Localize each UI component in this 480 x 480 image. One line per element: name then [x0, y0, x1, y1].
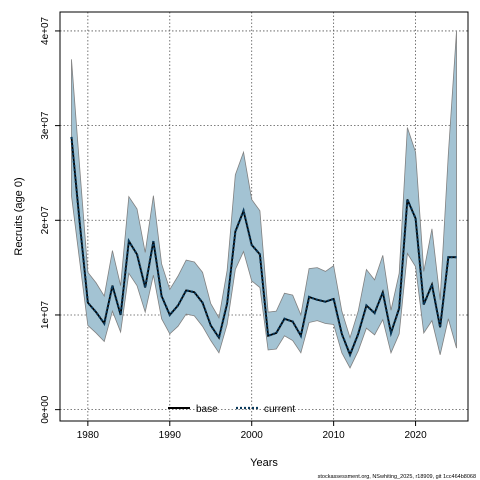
- x-tick-label-3: 2010: [323, 430, 346, 441]
- confidence-band-group: [71, 30, 457, 369]
- plot-frame: [59, 11, 469, 422]
- y-tick-label-3: 3e+07: [40, 111, 51, 140]
- x-tick-label-2: 2000: [241, 430, 264, 441]
- y-tick-label-2: 2e+07: [40, 206, 51, 235]
- legend: base current: [168, 404, 295, 415]
- x-axis: 1980 1990 2000 2010 2020: [77, 421, 427, 441]
- series-lines: [70, 136, 457, 358]
- legend-label-current: current: [264, 404, 295, 415]
- source-footnote: stockassessment.org, NSwhiting_2025, r18…: [318, 474, 476, 480]
- x-tick-label-0: 1980: [77, 430, 100, 441]
- y-tick-label-0: 0e+00: [40, 395, 51, 424]
- series-line-current: [70, 136, 457, 358]
- y-axis-title: Recruits (age 0): [13, 177, 25, 255]
- y-tick-label-4: 4e+07: [40, 16, 51, 45]
- x-tick-label-1: 1990: [159, 430, 182, 441]
- y-tick-label-1: 1e+07: [40, 300, 51, 329]
- y-axis: 0e+00 1e+07 2e+07 3e+07 4e+07: [40, 16, 60, 424]
- legend-label-base: base: [196, 404, 218, 415]
- x-tick-label-4: 2020: [404, 430, 427, 441]
- x-axis-title: Years: [250, 457, 278, 469]
- confidence-band: [71, 30, 457, 369]
